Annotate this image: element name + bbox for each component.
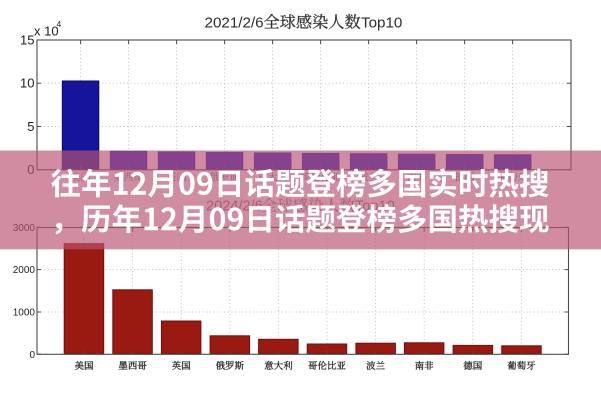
svg-text:x 10: x 10 bbox=[34, 24, 59, 39]
svg-text:4: 4 bbox=[57, 19, 62, 29]
svg-text:0: 0 bbox=[29, 350, 35, 361]
svg-text:5: 5 bbox=[27, 119, 34, 134]
svg-text:2021/2/6: 2021/2/6 bbox=[205, 14, 264, 31]
svg-text:15: 15 bbox=[20, 32, 34, 47]
svg-text:Top10: Top10 bbox=[361, 14, 402, 31]
svg-text:2000: 2000 bbox=[13, 265, 36, 276]
svg-text:10: 10 bbox=[20, 76, 34, 91]
svg-text:1000: 1000 bbox=[13, 308, 36, 319]
